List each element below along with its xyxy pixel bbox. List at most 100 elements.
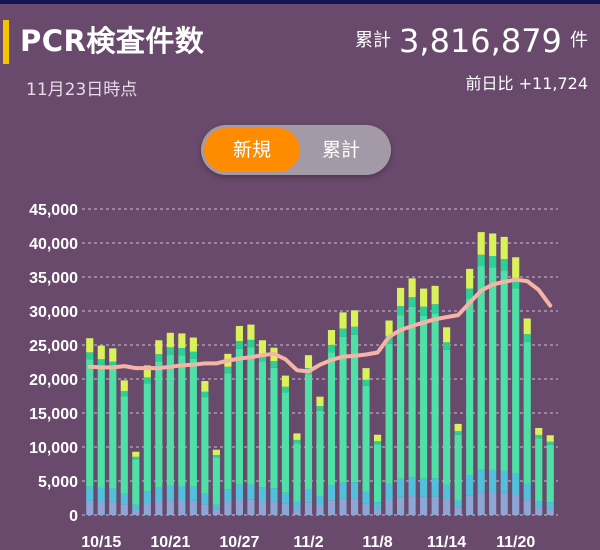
bar-segment xyxy=(420,496,428,515)
bar-segment xyxy=(431,313,439,479)
cumulative-value: 3,816,879 xyxy=(399,22,562,60)
bar-segment xyxy=(247,484,255,500)
bar-segment xyxy=(235,499,243,515)
bar-segment xyxy=(466,268,474,289)
bar-segment xyxy=(443,342,451,350)
bar-segment xyxy=(235,325,243,342)
bar-segment xyxy=(316,505,324,515)
bar-segment xyxy=(535,438,543,502)
bar-segment xyxy=(166,500,174,515)
bar-segment xyxy=(120,380,128,392)
bar-segment xyxy=(431,496,439,515)
bar-segment xyxy=(431,478,439,497)
bar-segment xyxy=(86,338,94,353)
bar-segment xyxy=(281,392,290,493)
bar-segment xyxy=(86,486,94,501)
bar-segment xyxy=(143,365,151,378)
bar-segment xyxy=(316,410,324,497)
bar-segment xyxy=(189,358,197,487)
bar-segment xyxy=(304,502,313,515)
bar-segment xyxy=(477,266,485,470)
bar-segment xyxy=(443,499,451,515)
bar-segment xyxy=(247,339,255,348)
bar-segment xyxy=(489,492,497,515)
bar-segment xyxy=(454,431,462,435)
bar-segment xyxy=(385,483,393,500)
bar-segment xyxy=(212,509,220,515)
bar-segment xyxy=(489,267,497,470)
y-tick-label: 15,000 xyxy=(29,406,78,423)
bar-segment xyxy=(189,337,197,352)
bar-segment xyxy=(489,233,497,257)
y-tick-label: 30,000 xyxy=(29,304,78,321)
bar-segment xyxy=(293,439,301,444)
bar-segment xyxy=(327,500,336,515)
y-tick-label: 45,000 xyxy=(29,202,78,219)
bar-segment xyxy=(373,441,382,445)
bar-segment xyxy=(339,482,347,499)
bar-segment xyxy=(270,367,278,489)
bar-segment xyxy=(373,444,382,503)
bar-segment xyxy=(189,351,197,359)
bar-segment xyxy=(500,259,508,271)
bar-segment xyxy=(109,361,117,369)
bar-segment xyxy=(500,270,508,471)
cumulative-total: 累計 3,816,879 件 xyxy=(355,22,588,60)
bar-segment xyxy=(477,254,485,267)
bar-segment xyxy=(189,500,197,515)
bar-segment xyxy=(350,310,359,327)
bar-segment xyxy=(362,491,370,504)
bar-segment xyxy=(477,492,485,515)
bar-segment xyxy=(339,498,347,515)
bar-segment xyxy=(397,496,405,515)
bar-segment xyxy=(327,330,336,345)
bar-segment xyxy=(443,484,451,500)
bar-segment xyxy=(120,493,128,505)
bar-segment xyxy=(109,501,117,515)
bar-segment xyxy=(235,484,243,500)
bar-segment xyxy=(443,327,451,343)
bar-segment xyxy=(132,504,140,510)
bar-segment xyxy=(201,493,209,505)
bar-segment xyxy=(477,469,485,493)
bar-segment xyxy=(155,361,163,488)
bar-segment xyxy=(420,288,428,307)
bar-segment xyxy=(132,456,140,460)
view-toggle[interactable]: 新規 累計 xyxy=(201,125,391,175)
bar-segment xyxy=(500,236,508,260)
bar-segment xyxy=(408,477,416,497)
bar-segment xyxy=(235,341,243,349)
x-tick-label: 11/2 xyxy=(293,534,323,550)
bar-segment xyxy=(466,288,474,299)
bar-segment xyxy=(304,489,313,503)
toggle-new-button[interactable]: 新規 xyxy=(204,128,300,172)
x-tick-label: 11/14 xyxy=(427,534,466,550)
bar-segment xyxy=(155,340,163,355)
bar-segment xyxy=(97,487,105,502)
bar-segment xyxy=(270,501,278,515)
bar-segment xyxy=(327,485,336,501)
bar-segment xyxy=(523,499,531,515)
bar-segment xyxy=(97,501,105,515)
bar-segment xyxy=(120,396,128,494)
bar-segment xyxy=(224,373,232,490)
bar-segment xyxy=(97,365,105,488)
bar-segment xyxy=(178,333,186,348)
bar-segment xyxy=(512,257,520,278)
bar-segment xyxy=(166,347,174,355)
bar-segment xyxy=(304,355,313,368)
bar-segment xyxy=(466,298,474,476)
x-tick-label: 11/20 xyxy=(496,534,535,550)
bar-segment xyxy=(293,508,301,515)
bar-segment xyxy=(373,502,382,509)
bar-segment xyxy=(178,485,186,501)
bar-segment xyxy=(212,454,220,458)
bar-segment xyxy=(281,375,290,387)
bar-segment xyxy=(143,383,151,492)
bar-segment xyxy=(120,504,128,515)
bar-segment xyxy=(397,287,405,307)
bar-segment xyxy=(546,441,554,445)
bar-segment xyxy=(339,312,347,329)
bar-segment xyxy=(512,473,520,495)
toggle-cumulative-button[interactable]: 累計 xyxy=(321,139,360,161)
